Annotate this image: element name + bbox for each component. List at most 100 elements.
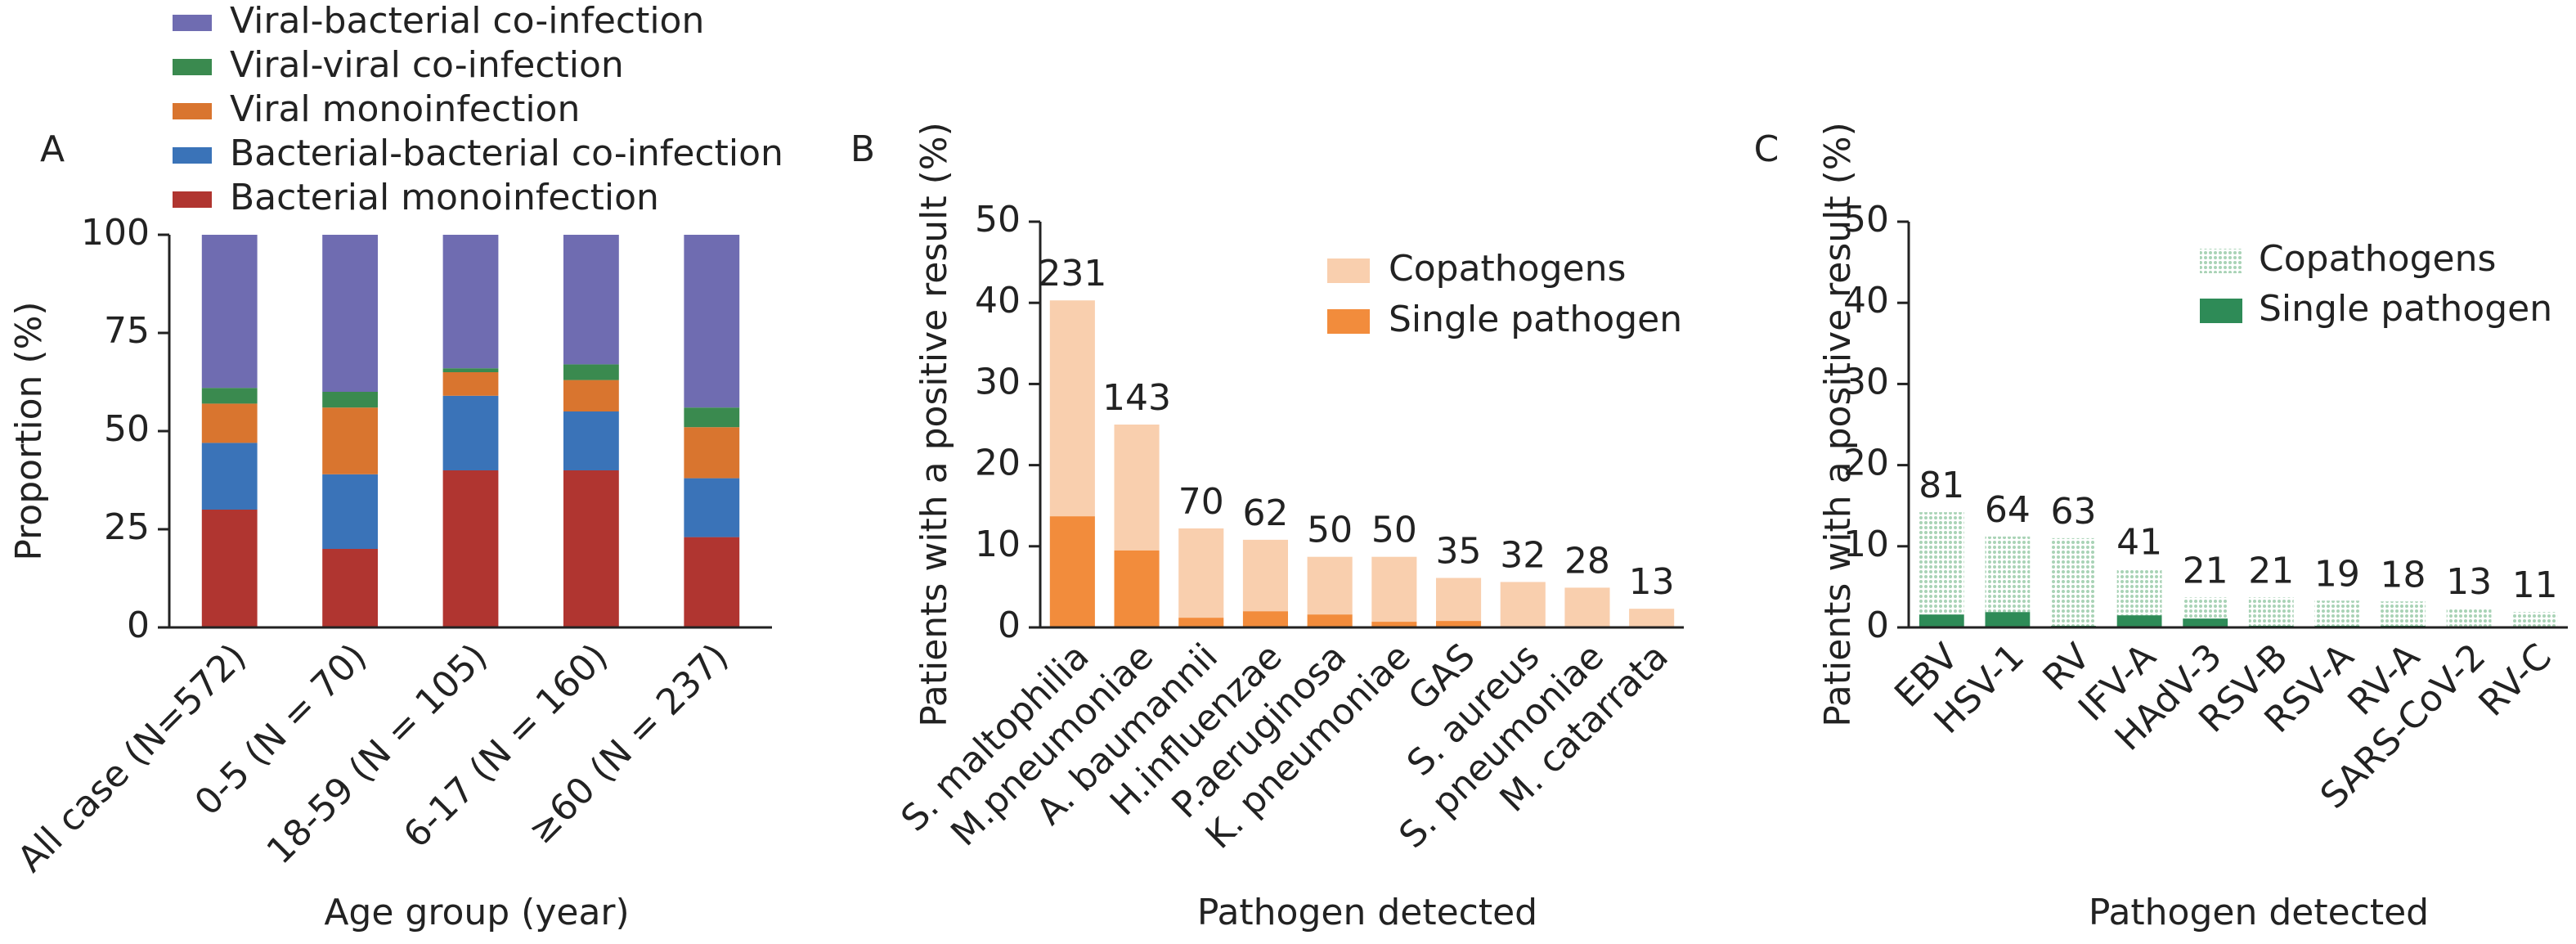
bar-segment [201, 443, 258, 510]
y-tick-label: 0 [1866, 605, 1889, 646]
bar-segment [2314, 600, 2360, 627]
bar-segment [201, 388, 258, 404]
bar-segment [442, 372, 499, 396]
bar-label: 11 [2512, 564, 2558, 606]
y-tick-label: 75 [104, 310, 150, 352]
bar-segment [1371, 556, 1417, 623]
x-axis-label: Age group (year) [324, 892, 629, 933]
y-tick-label: 20 [1843, 443, 1889, 484]
legend-swatch [173, 15, 212, 31]
x-tick-label: ≥60 (N = 237) [520, 636, 736, 852]
bar-label: 143 [1102, 377, 1171, 419]
legend-swatch [1327, 258, 1370, 283]
y-tick-label: 40 [1843, 280, 1889, 321]
legend-label: Viral-viral co-infection [230, 44, 624, 86]
y-tick-label: 50 [104, 408, 150, 450]
bar-label: 63 [2051, 491, 2097, 533]
legend-label: Single pathogen [2259, 288, 2552, 330]
bar-segment [2248, 597, 2294, 627]
x-axis-label: Pathogen detected [2089, 892, 2429, 933]
y-tick-label: 0 [998, 605, 1021, 646]
legend-swatch [173, 59, 212, 75]
bar-label: 41 [2116, 522, 2162, 564]
y-tick-label: 0 [127, 605, 150, 646]
y-tick-label: 50 [1843, 199, 1889, 240]
bar-segment [1242, 539, 1288, 612]
bar-label: 64 [1985, 489, 2031, 531]
x-tick-label: All case (N=572) [10, 636, 254, 880]
x-tick-label: RV-C [2471, 636, 2560, 724]
bar-label: 70 [1178, 481, 1224, 523]
y-tick-label: 30 [975, 361, 1021, 402]
legend-label: Copathogens [2259, 238, 2496, 280]
bar-segment [1371, 622, 1417, 627]
legend-label: Viral monoinfection [230, 88, 580, 130]
bar-segment [1178, 528, 1224, 618]
bar-segment [2051, 537, 2096, 627]
bar-segment [684, 537, 740, 627]
x-axis-label: Pathogen detected [1197, 892, 1537, 933]
bar-label: 19 [2314, 553, 2360, 595]
bar-segment [322, 407, 379, 474]
bar-segment [563, 470, 619, 627]
bar-segment [563, 380, 619, 411]
bar-segment [442, 395, 499, 470]
bar-segment [1049, 516, 1095, 627]
bar-label: 28 [1564, 540, 1610, 582]
bar-segment [322, 392, 379, 408]
bar-segment [1919, 614, 1964, 627]
y-tick-label: 50 [975, 199, 1021, 240]
bar-segment [563, 235, 619, 365]
legend-label: Viral-bacterial co-infection [230, 0, 704, 42]
bar-label: 21 [2248, 550, 2294, 591]
legend-swatch [173, 147, 212, 164]
bar-segment [201, 510, 258, 627]
bar-label: 18 [2381, 554, 2426, 596]
bar-segment [322, 549, 379, 627]
bar-label: 81 [1919, 465, 1964, 506]
bar-segment [1307, 614, 1353, 627]
y-tick-label: 10 [975, 524, 1021, 565]
x-tick-label: 6-17 (N = 160) [396, 636, 616, 856]
bar-segment [2183, 597, 2228, 619]
bar-segment [563, 364, 619, 380]
bar-segment [1436, 621, 1482, 627]
bar-label: 21 [2183, 550, 2228, 591]
y-tick-label: 30 [1843, 361, 1889, 402]
y-axis-label: Patients with a positive result (%) [1817, 122, 1859, 727]
bar-label: 32 [1500, 534, 1546, 576]
bar-segment [1307, 556, 1353, 615]
bar-segment [1985, 612, 2031, 627]
bar-segment [1114, 425, 1160, 551]
bar-segment [684, 235, 740, 408]
bar-label: 50 [1371, 510, 1417, 551]
bar-segment [684, 427, 740, 479]
bar-segment [322, 474, 379, 549]
y-tick-label: 20 [975, 443, 1021, 484]
bar-segment [322, 235, 379, 392]
y-tick-label: 10 [1843, 524, 1889, 565]
legend-label: Bacterial-bacterial co-infection [230, 133, 783, 174]
bar-segment [2381, 601, 2426, 627]
bar-segment [2183, 618, 2228, 627]
bar-segment [1242, 611, 1288, 627]
y-tick-label: 25 [104, 506, 150, 548]
bar-segment [1629, 609, 1675, 627]
bar-segment [1985, 536, 2031, 613]
legend-swatch [173, 191, 212, 208]
bar-segment [2446, 609, 2492, 627]
bar-segment [201, 403, 258, 443]
panel-label: B [850, 128, 875, 170]
bar-label: 35 [1436, 530, 1482, 572]
legend-label: Bacterial monoinfection [230, 177, 659, 218]
bar-segment [442, 235, 499, 369]
bar-segment [1178, 618, 1224, 627]
bar-segment [1919, 512, 1964, 615]
panel-label: C [1754, 128, 1779, 170]
legend-swatch [2200, 299, 2242, 323]
bar-segment [201, 235, 258, 389]
legend-swatch [1327, 309, 1370, 334]
bar-segment [1049, 300, 1095, 517]
y-tick-label: 100 [81, 212, 150, 254]
bar-segment [442, 470, 499, 627]
